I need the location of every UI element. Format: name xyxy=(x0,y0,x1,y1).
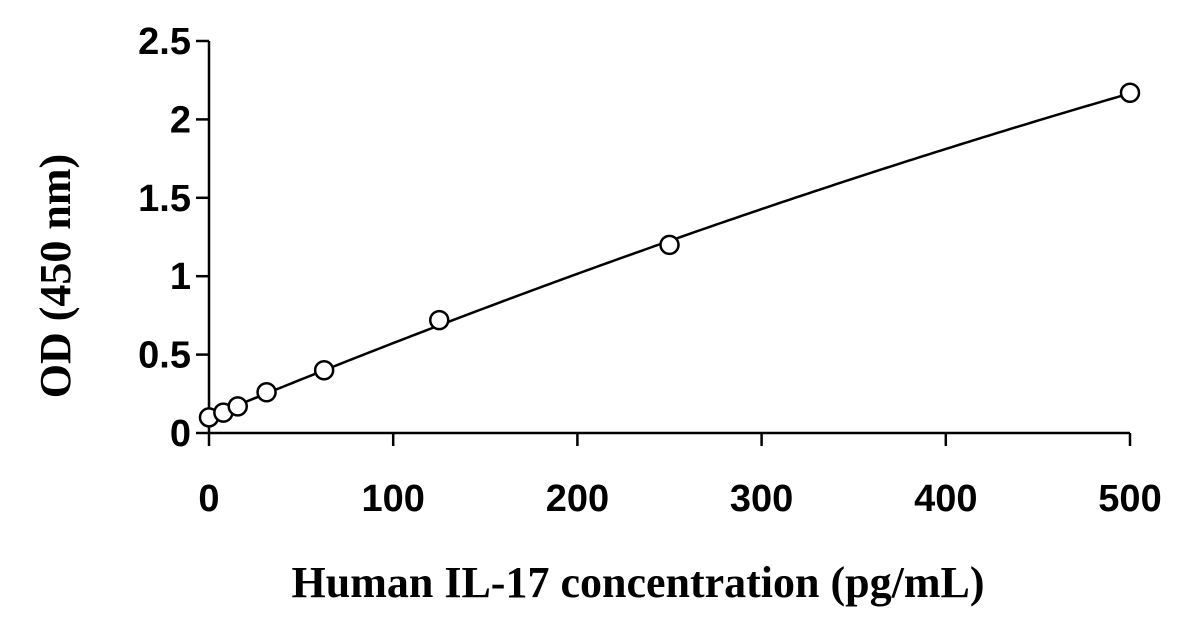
fit-curve-group xyxy=(208,92,1131,419)
data-points xyxy=(198,82,1141,428)
y-tick-label: 0 xyxy=(170,413,191,455)
fit-curve xyxy=(208,92,1131,419)
y-tick-label: 2.5 xyxy=(138,21,191,63)
data-point xyxy=(313,360,335,381)
y-tick-label: 0.5 xyxy=(138,335,191,377)
tick-labels: 0 0.5 1 1.5 2 2.5 0 100 200 300 400 500 xyxy=(138,21,1162,520)
x-tick-label: 200 xyxy=(546,478,609,520)
y-tick-label: 2 xyxy=(170,99,191,141)
y-axis-label: OD (450 nm) xyxy=(31,154,80,398)
x-tick-label: 500 xyxy=(1098,478,1161,520)
data-point xyxy=(227,396,248,417)
data-point xyxy=(659,234,680,256)
x-tick-label: 0 xyxy=(198,478,219,520)
x-axis-label: Human IL-17 concentration (pg/mL) xyxy=(292,558,985,607)
axes xyxy=(207,41,1130,435)
data-point xyxy=(429,309,450,331)
data-point xyxy=(256,381,277,403)
y-tick-label: 1.5 xyxy=(138,178,191,220)
y-tick-label: 1 xyxy=(170,256,191,298)
x-tick-label: 100 xyxy=(361,478,424,520)
data-point xyxy=(1119,82,1141,103)
x-tick-label: 400 xyxy=(914,478,977,520)
x-tick-label: 300 xyxy=(730,478,793,520)
ticks xyxy=(196,39,1132,446)
